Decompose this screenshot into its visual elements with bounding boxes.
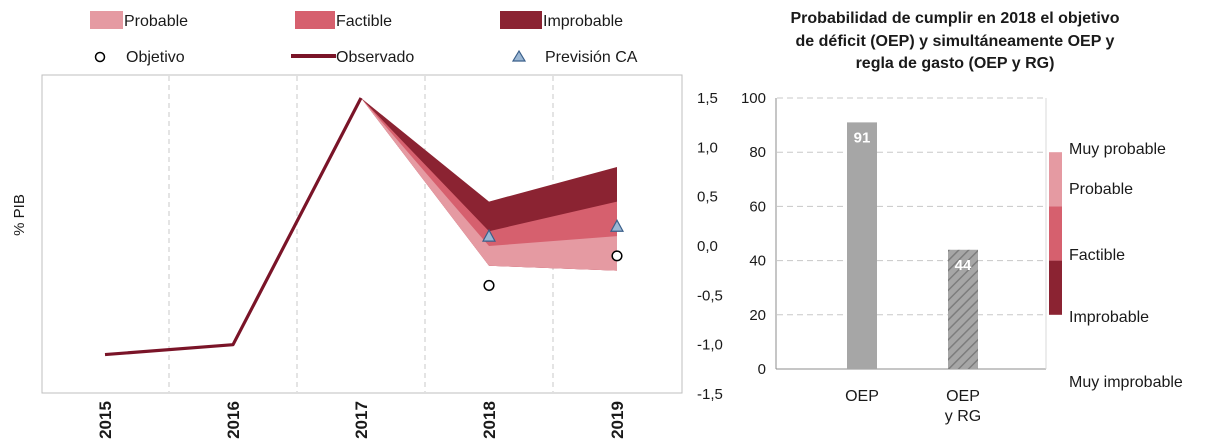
right-y-tick: 40 [749,253,766,270]
legend-marker-prevision [511,49,527,62]
bar-value-label: 44 [955,257,972,274]
right-y-tick: 60 [749,198,766,215]
scale-label-muy-improbable: Muy improbable [1069,374,1183,391]
chart-title-line-1: Probabilidad de cumplir en 2018 el objet… [791,10,1120,27]
bars: 91 44 [847,122,978,369]
series-observado-line [104,97,363,357]
legend-label-observado: Observado [336,49,414,66]
right-y-tick: 100 [741,90,766,107]
x-tick-2018: 2018 [480,401,499,439]
x-tick-labels: 2015 2016 2017 2018 2019 [96,401,627,439]
left-y-tick: -0,5 [697,287,723,304]
prevision-marker-2018 [481,228,497,242]
x-tick-2017: 2017 [352,401,371,439]
scale-band-factible [1049,206,1062,261]
bar-oep [847,122,877,369]
scale-band-probable [1049,152,1062,207]
right-x-tick: OEP [845,388,879,405]
right-y-tick-labels: 100 80 60 40 20 0 [741,90,766,378]
legend: Probable Factible Improbable Objetivo Ob… [90,11,638,66]
left-y-tick: 1,0 [697,139,718,156]
legend-label-prevision: Previsión CA [545,49,638,66]
probability-scale-bands [1049,152,1062,315]
right-x-tick-labels: OEP OEP y RG [845,388,981,425]
uncertainty-bands [361,97,617,271]
right-x-tick: OEP [946,388,980,405]
legend-label-objetivo: Objetivo [126,49,185,66]
left-y-tick: -1,0 [697,337,723,354]
legend-label-improbable: Improbable [543,13,623,30]
legend-swatch-factible [295,11,335,29]
x-tick-2016: 2016 [224,401,243,439]
scale-label-muy-probable: Muy probable [1069,141,1166,158]
bar-value-label: 91 [854,129,871,146]
right-y-tick: 80 [749,144,766,161]
legend-label-probable: Probable [124,13,188,30]
legend-swatch-improbable [500,11,542,29]
legend-marker-objetivo [94,51,106,63]
legend-swatch-probable [90,11,123,29]
objetivo-marker-2019 [611,250,623,262]
right-chart-title: Probabilidad de cumplir en 2018 el objet… [791,10,1120,72]
objetivo-marker-2018 [483,279,495,292]
probability-scale-labels: Muy probable Probable Factible Improbabl… [1069,141,1183,391]
band-probable [361,97,617,271]
left-y-tick: 0,0 [697,238,718,255]
y-axis-label: % PIB [11,194,28,236]
chart-title-line-3: regla de gasto (OEP y RG) [856,55,1055,72]
x-tick-2015: 2015 [96,401,115,439]
bar-oep-y-rg [948,249,978,369]
markers [481,219,625,292]
left-y-tick: 1,5 [697,90,718,107]
right-y-tick: 0 [758,361,766,378]
chart-title-line-2: de déficit (OEP) y simultáneamente OEP y [796,33,1115,50]
band-factible [361,97,617,271]
left-y-tick: -1,5 [697,386,723,403]
legend-label-factible: Factible [336,13,392,30]
left-y-tick: 0,5 [697,189,718,206]
left-chart-y-tick-labels: 1,5 1,0 0,5 0,0 -0,5 -1,0 -1,5 [697,90,723,403]
scale-label-factible: Factible [1069,247,1125,264]
right-gridlines [777,97,1045,316]
x-tick-2019: 2019 [608,401,627,439]
right-x-tick: y RG [945,408,981,425]
scale-label-probable: Probable [1069,181,1133,198]
prevision-marker-2019 [609,219,625,232]
right-y-tick: 20 [749,307,766,324]
scale-band-improbable [1049,260,1062,315]
scale-label-improbable: Improbable [1069,309,1149,326]
